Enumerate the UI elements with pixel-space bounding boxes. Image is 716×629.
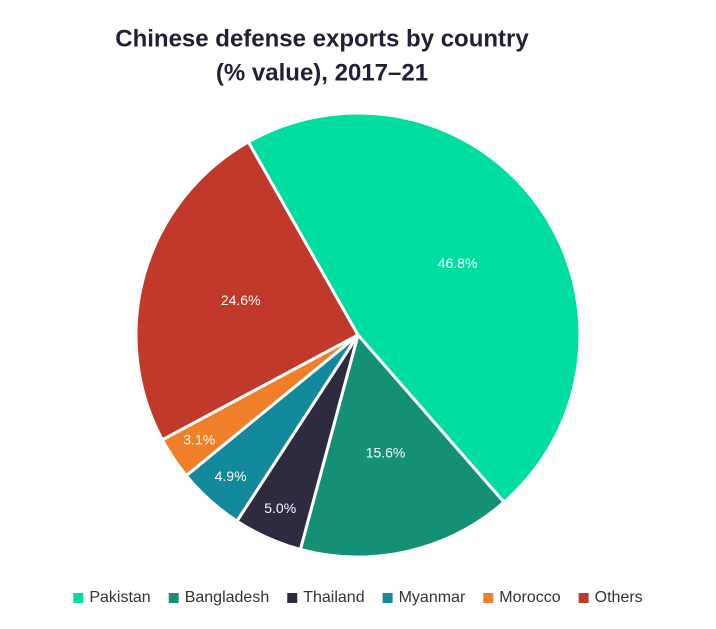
chart-title: Chinese defense exports by country xyxy=(115,25,529,52)
data-label: 4.9% xyxy=(215,468,247,484)
legend-label: Myanmar xyxy=(399,589,466,606)
legend-swatch xyxy=(287,593,298,603)
chart-title: (% value), 2017–21 xyxy=(216,59,428,86)
data-label: 5.0% xyxy=(264,500,296,516)
legend-swatch xyxy=(73,593,84,603)
data-label: 46.8% xyxy=(438,255,478,271)
data-label: 15.6% xyxy=(366,445,406,461)
data-label: 3.1% xyxy=(183,432,215,448)
legend-label: Pakistan xyxy=(89,589,150,606)
data-label: 24.6% xyxy=(221,292,261,308)
legend-label: Thailand xyxy=(303,589,364,606)
legend-swatch xyxy=(578,593,589,603)
legend: Pakistan Bangladesh Thailand Myanmar Morocco… xyxy=(73,589,643,606)
legend-swatch xyxy=(168,593,179,603)
legend-swatch xyxy=(382,593,393,603)
pie-slice xyxy=(246,111,582,505)
pie-slice xyxy=(298,331,507,559)
legend-label: Bangladesh xyxy=(185,589,270,606)
legend-swatch xyxy=(483,593,494,603)
legend-label: Morocco xyxy=(499,589,560,606)
legend-label: Others xyxy=(595,589,643,606)
pie-slice xyxy=(134,139,361,442)
